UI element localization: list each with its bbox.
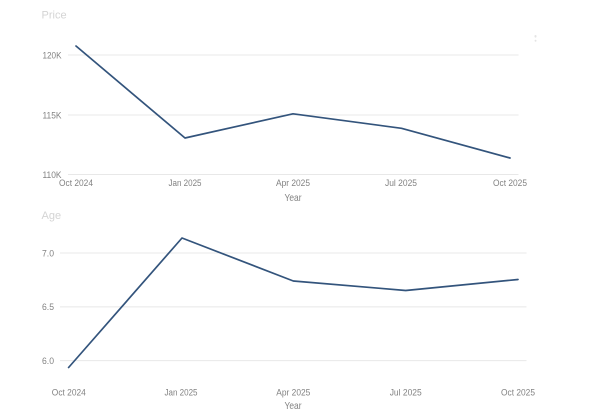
svg-text:Oct 2024: Oct 2024	[52, 387, 87, 398]
svg-text:Oct 2025: Oct 2025	[493, 178, 527, 189]
svg-text:Year: Year	[285, 193, 302, 204]
svg-text:7.0: 7.0	[42, 248, 54, 259]
svg-text:Oct 2025: Oct 2025	[501, 387, 535, 398]
svg-text:Price: Price	[42, 10, 67, 22]
svg-text:6.5: 6.5	[42, 302, 54, 313]
svg-text:Jan 2025: Jan 2025	[169, 178, 202, 189]
svg-text:Jul 2025: Jul 2025	[385, 178, 417, 189]
svg-text:120K: 120K	[43, 50, 63, 61]
svg-text:110K: 110K	[43, 170, 63, 181]
svg-text:Age: Age	[42, 210, 62, 222]
svg-text:Jan 2025: Jan 2025	[165, 387, 198, 398]
svg-text:6.0: 6.0	[42, 356, 54, 367]
svg-text:Oct 2024: Oct 2024	[59, 178, 94, 189]
svg-text:Apr 2025: Apr 2025	[276, 387, 310, 398]
svg-text:115K: 115K	[43, 110, 63, 121]
svg-text:Jul 2025: Jul 2025	[390, 387, 422, 398]
svg-text:Year: Year	[285, 401, 302, 412]
svg-text:Apr 2025: Apr 2025	[276, 178, 310, 189]
